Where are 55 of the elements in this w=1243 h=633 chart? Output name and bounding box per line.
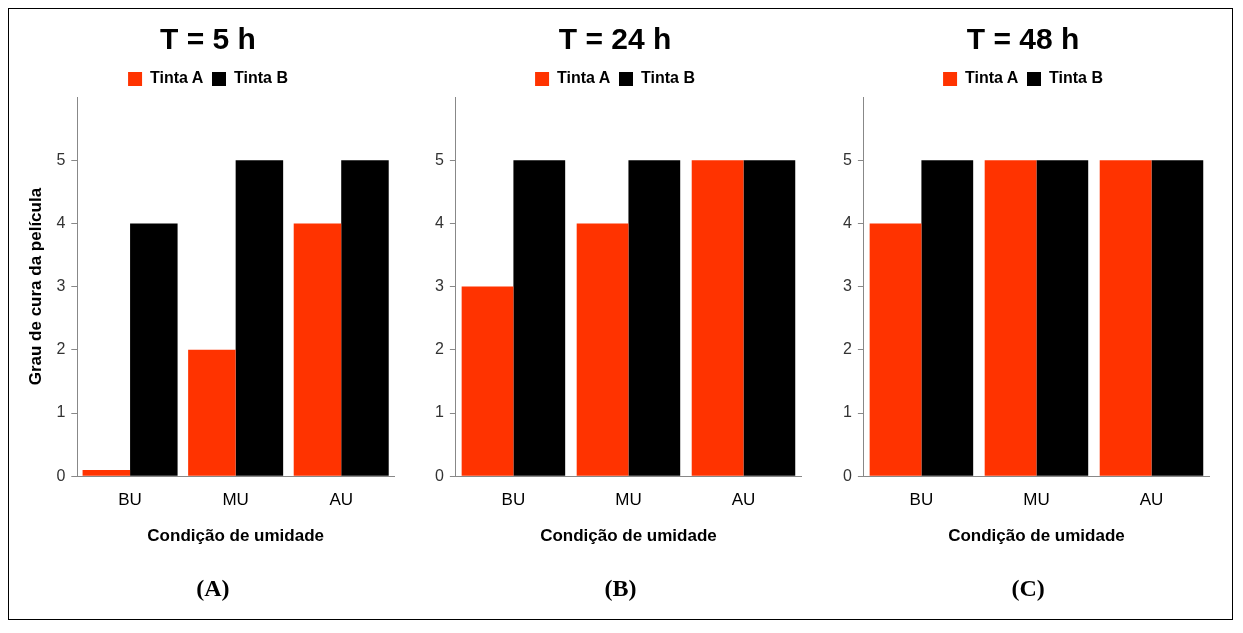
- y-axis-title: Grau de cura da película: [25, 187, 45, 386]
- y-tick-label: 2: [843, 340, 853, 358]
- x-tick-label: BU: [502, 490, 526, 510]
- x-tick-label: MU: [1023, 490, 1050, 510]
- legend-label: Tinta A: [557, 69, 612, 87]
- legend-label: Tinta B: [233, 69, 288, 87]
- legend-label: Tinta A: [965, 69, 1019, 87]
- legend-label: Tinta A: [149, 69, 204, 87]
- y-tick-label: 3: [435, 277, 445, 295]
- x-tick-label: AU: [329, 490, 353, 510]
- x-tick-label: MU: [222, 490, 249, 510]
- y-tick-label: 2: [435, 340, 445, 358]
- y-tick-label: 5: [56, 150, 66, 168]
- y-tick-label: 3: [56, 277, 66, 295]
- x-axis-title: Condição de umidade: [948, 526, 1125, 546]
- y-tick-label: 1: [56, 403, 66, 421]
- y-tick-label: 1: [435, 403, 445, 421]
- x-tick-label: BU: [118, 490, 142, 510]
- bar: [82, 469, 130, 476]
- bar: [235, 160, 283, 476]
- text: (B): [604, 575, 637, 602]
- y-tick-label: 4: [56, 213, 66, 231]
- chart-title: T = 24 h: [559, 22, 672, 56]
- bar: [341, 160, 389, 476]
- bar: [692, 160, 744, 476]
- y-tick-label: 0: [56, 466, 66, 484]
- x-tick-label: AU: [1139, 490, 1164, 510]
- y-tick-label: 5: [435, 150, 445, 168]
- legend-label: Tinta B: [641, 69, 696, 87]
- y-tick-label: 5: [843, 150, 853, 168]
- chart-title: T = 5 h: [159, 22, 256, 56]
- x-axis-title: Condição de umidade: [147, 526, 324, 546]
- x-tick-label: BU: [909, 490, 934, 510]
- bar: [628, 160, 681, 476]
- x-tick-label: AU: [732, 490, 756, 510]
- text: (C): [1011, 575, 1045, 602]
- bar: [293, 223, 342, 476]
- legend-label: Tinta B: [1049, 69, 1104, 87]
- bar: [577, 223, 629, 476]
- y-tick-label: 3: [843, 277, 853, 295]
- y-tick-label: 0: [843, 466, 853, 484]
- bar: [743, 160, 796, 476]
- y-tick-label: 4: [435, 213, 445, 231]
- bar: [513, 160, 566, 476]
- x-axis-title: Condição de umidade: [540, 526, 718, 546]
- y-tick-label: 0: [435, 466, 445, 484]
- x-tick-label: MU: [615, 490, 643, 510]
- y-tick-label: 2: [56, 340, 66, 358]
- chart-title: T = 48 h: [966, 22, 1080, 56]
- bar: [187, 349, 236, 476]
- bar: [462, 286, 514, 476]
- y-tick-label: 4: [843, 213, 853, 231]
- bar: [129, 223, 178, 476]
- y-tick-label: 1: [843, 403, 853, 421]
- text: (A): [196, 575, 230, 602]
